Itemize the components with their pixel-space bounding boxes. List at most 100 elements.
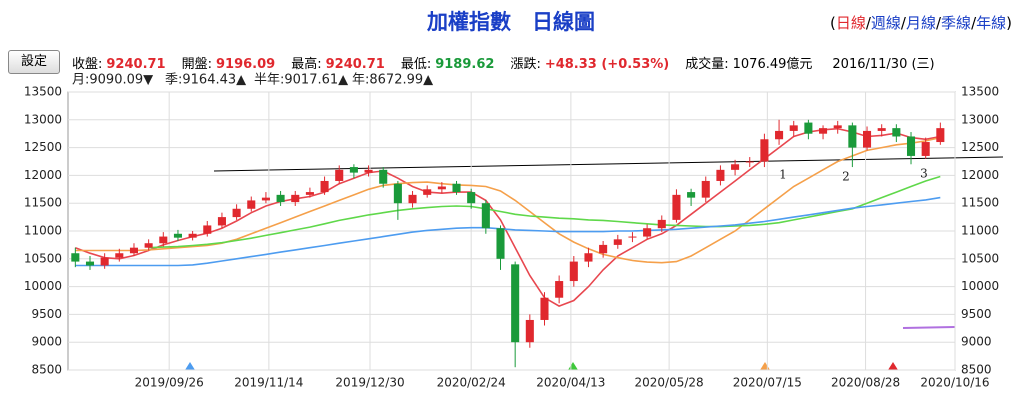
period-link[interactable]: 年線: [976, 14, 1007, 32]
x-tick-label: 2020/08/28: [831, 376, 900, 390]
candle-body: [731, 164, 740, 170]
candle-body: [511, 264, 520, 343]
candle-body: [525, 319, 534, 343]
trend-line: [213, 156, 1004, 172]
candle-body: [393, 183, 402, 204]
info-value: 9196.09: [216, 57, 276, 72]
ma-line: [148, 175, 941, 249]
candle-body: [687, 192, 696, 198]
x-tick-label: 2020/02/24: [437, 376, 506, 390]
candle-body: [379, 169, 388, 184]
marker: [568, 362, 578, 370]
settings-button[interactable]: 設定: [8, 50, 60, 74]
candle-body: [628, 236, 637, 238]
y2-tick-label: 9500: [961, 307, 992, 321]
candle-body: [584, 253, 593, 262]
y2-tick-label: 12500: [961, 140, 999, 154]
candle-body: [540, 297, 549, 320]
info-item: 漲跌: +48.33 (+0.53%): [510, 57, 669, 72]
candle-body: [599, 244, 608, 254]
info-value: 1076.49億元: [732, 57, 813, 72]
y-tick-label: 9000: [31, 335, 62, 349]
candle-body: [643, 228, 652, 237]
candle-body: [716, 169, 725, 181]
candle-body: [760, 139, 769, 162]
period-link[interactable]: 月線: [905, 14, 936, 32]
y-tick-label: 10000: [24, 279, 62, 293]
candle-body: [906, 136, 916, 156]
candle-body: [261, 197, 270, 201]
candle-body: [85, 261, 95, 266]
y2-tick-label: 10500: [961, 251, 999, 265]
candle-body: [863, 130, 872, 148]
candle-body: [335, 169, 344, 181]
info-row: 收盤: 9240.71 開盤: 9196.09 最高: 9240.71 最低: 9189.62…: [72, 53, 951, 72]
x-tick-label: 2019/11/14: [234, 376, 303, 390]
y2-tick-label: 9000: [961, 335, 992, 349]
page-title: 加權指數 日線圖: [427, 10, 595, 34]
info-label: 成交量:: [685, 57, 729, 72]
candle-body: [217, 217, 226, 226]
candle-body: [804, 122, 813, 134]
marker: [185, 362, 195, 370]
x-tick-label: 2019/12/30: [335, 376, 404, 390]
info-item: 收盤: 9240.71: [72, 57, 166, 72]
candle-body: [291, 194, 300, 203]
legend-entry: 月:9090.09▼: [72, 73, 153, 88]
candle-body: [144, 243, 153, 248]
candle-body: [437, 186, 446, 190]
candle-body: [775, 130, 784, 140]
y-tick-label: 10500: [24, 251, 62, 265]
period-links: (日線/週線/月線/季線/年線): [829, 14, 1012, 32]
y2-tick-label: 10000: [961, 279, 999, 293]
info-value: 9240.71: [325, 57, 385, 72]
candle-body: [833, 125, 842, 129]
candle-body: [423, 189, 432, 195]
short-line: [902, 326, 956, 329]
candle-body: [569, 261, 578, 282]
candle-body: [173, 233, 182, 238]
candle-body: [657, 219, 666, 229]
candle-body: [349, 167, 358, 173]
annotation: 2: [842, 170, 850, 184]
ma-line: [75, 196, 941, 267]
candle-body: [115, 253, 124, 258]
info-value: 2016/11/30 (三): [832, 57, 935, 72]
y-tick-label: 8500: [31, 363, 62, 377]
candle-body: [408, 194, 417, 204]
info-label: 最高:: [291, 57, 322, 72]
candle-body: [203, 225, 212, 234]
period-link[interactable]: 日線: [835, 14, 866, 32]
candle-body: [159, 236, 168, 244]
candle-body: [247, 200, 256, 209]
candle-body: [936, 128, 945, 143]
info-item: 2016/11/30 (三): [828, 57, 934, 72]
y-tick-label: 12500: [24, 140, 62, 154]
candle-body: [892, 128, 901, 137]
y2-tick-label: 11000: [961, 224, 999, 238]
candle-body: [496, 228, 505, 259]
y-tick-label: 11500: [24, 196, 62, 210]
info-label: 漲跌:: [510, 57, 541, 72]
x-tick-label: 2020/10/16: [920, 376, 989, 390]
candle-body: [364, 169, 373, 173]
period-link[interactable]: 季線: [941, 14, 972, 32]
y2-tick-label: 13500: [961, 85, 999, 99]
x-tick-label: 2020/05/28: [635, 376, 704, 390]
ma-line: [75, 127, 941, 307]
info-item: 最低: 9189.62: [401, 57, 495, 72]
info-value: 9240.71: [106, 57, 166, 72]
candle-body: [877, 128, 886, 131]
annotation: 1: [779, 168, 787, 182]
x-tick-label: 2020/04/13: [536, 376, 605, 390]
candle-body: [613, 239, 622, 245]
candle-body: [71, 253, 80, 262]
period-link[interactable]: 週線: [870, 14, 901, 32]
info-item: 最高: 9240.71: [291, 57, 385, 72]
y-tick-label: 11000: [24, 224, 62, 238]
marker: [760, 362, 770, 370]
y2-tick-label: 8500: [961, 363, 992, 377]
candle-body: [188, 233, 197, 238]
legend-entry: 半年:9017.61▲: [254, 73, 348, 88]
